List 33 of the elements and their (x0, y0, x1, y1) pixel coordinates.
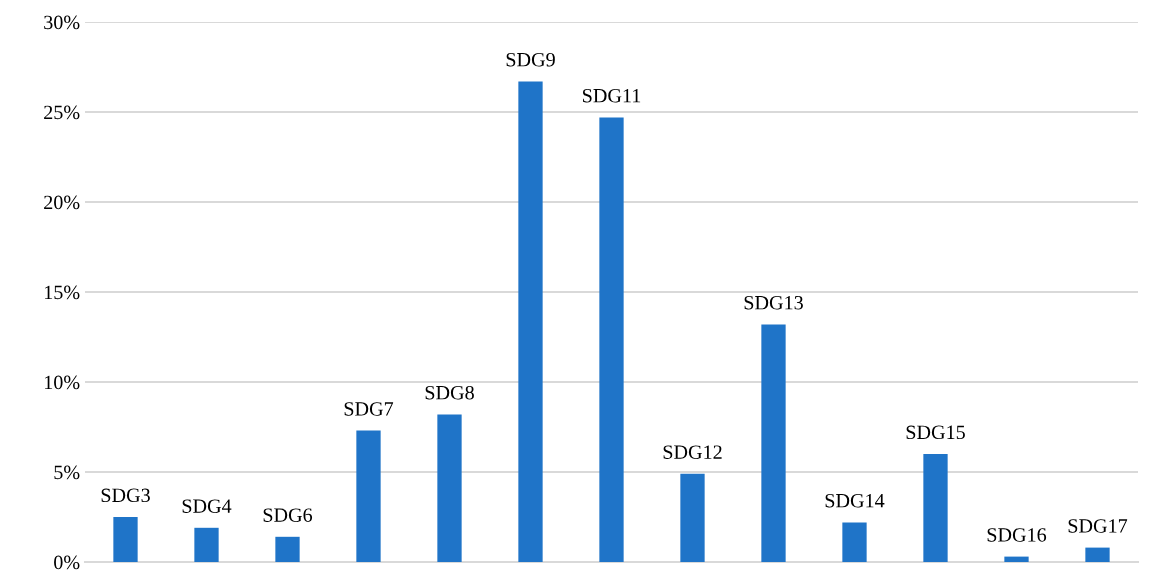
x-tick-label: SDG17 (1068, 519, 1128, 533)
y-tick-label: 15% (45, 285, 80, 300)
bar (923, 454, 948, 562)
x-tick-label: SDG6 (263, 508, 313, 522)
bar (194, 527, 219, 562)
x-tick-label: SDG12 (663, 445, 722, 459)
bar (842, 522, 867, 562)
bar (680, 473, 705, 562)
bar (518, 81, 543, 562)
x-tick-label: SDG11 (583, 88, 641, 103)
bar (599, 117, 624, 562)
bar (761, 324, 786, 562)
y-tick-label: 20% (44, 195, 80, 210)
x-tick-label: SDG15 (906, 425, 965, 440)
x-tick-label: SDG16 (987, 528, 1047, 542)
x-tick-label: SDG8 (425, 385, 474, 400)
y-tick-label: 30% (44, 15, 80, 30)
bar (275, 536, 300, 562)
y-tick-label: 0% (54, 555, 80, 570)
x-tick-label: SDG14 (825, 493, 885, 508)
bar (113, 517, 138, 562)
bar (356, 430, 381, 562)
x-tick-label: SDG7 (344, 402, 394, 416)
x-tick-label: SDG4 (182, 499, 232, 513)
bar (437, 414, 462, 562)
bar (1085, 547, 1110, 562)
y-tick-label: 10% (45, 375, 80, 390)
bar (1004, 556, 1029, 562)
x-tick-label: SDG3 (101, 488, 150, 503)
x-tick-label: SDG13 (744, 295, 803, 310)
y-tick-label: 25% (44, 105, 80, 120)
y-tick-label: 5% (54, 465, 80, 480)
x-tick-label: SDG9 (506, 52, 555, 67)
